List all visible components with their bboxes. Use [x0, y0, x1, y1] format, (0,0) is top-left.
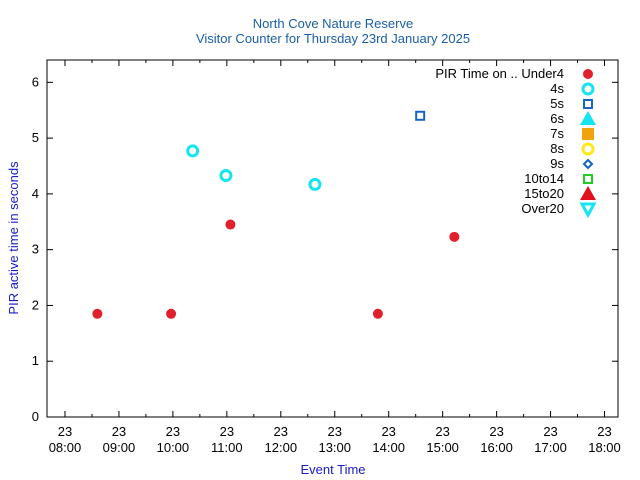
- y-axis-title: PIR active time in seconds: [6, 161, 21, 315]
- data-point: [449, 231, 460, 242]
- chart-title: North Cove Nature Reserve: [253, 16, 413, 31]
- legend-label: 8s: [550, 141, 564, 156]
- y-tick-label: 4: [32, 186, 39, 201]
- x-tick-time-label: 15:00: [426, 440, 459, 455]
- data-point: [219, 168, 233, 182]
- y-tick-label: 1: [32, 353, 39, 368]
- x-tick-time-label: 12:00: [265, 440, 298, 455]
- legend-label: 10to14: [524, 171, 564, 186]
- y-tick-label: 0: [32, 409, 39, 424]
- legend-marker: [580, 186, 596, 200]
- legend-marker: [582, 128, 594, 140]
- legend-label: Over20: [521, 201, 564, 216]
- data-points: [92, 110, 460, 319]
- x-tick-time-label: 10:00: [157, 440, 190, 455]
- legend-marker: [581, 82, 595, 96]
- y-tick-label: 5: [32, 130, 39, 145]
- x-tick-day-label: 23: [381, 424, 395, 439]
- data-point: [415, 110, 426, 121]
- x-tick-day-label: 23: [435, 424, 449, 439]
- data-point: [308, 177, 322, 191]
- data-point: [92, 308, 103, 319]
- legend-marker: [583, 69, 593, 79]
- legend: PIR Time on .. Under44s5s6s7s8s9s10to141…: [435, 66, 597, 219]
- x-tick-time-label: 08:00: [49, 440, 82, 455]
- x-tick-day-label: 23: [220, 424, 234, 439]
- x-tick-day-label: 23: [274, 424, 288, 439]
- x-tick-time-label: 17:00: [534, 440, 567, 455]
- data-point: [372, 308, 383, 319]
- y-axis: 0 1 2 3 4 5 6: [32, 74, 618, 424]
- y-tick-label: 3: [32, 242, 39, 257]
- legend-label: 15to20: [524, 186, 564, 201]
- chart-subtitle: Visitor Counter for Thursday 23rd Januar…: [196, 31, 470, 46]
- legend-marker: [583, 174, 593, 184]
- legend-label: 4s: [550, 81, 564, 96]
- y-tick-label: 6: [32, 74, 39, 89]
- legend-marker: [583, 99, 593, 109]
- data-point: [225, 219, 236, 230]
- x-tick-day-label: 23: [489, 424, 503, 439]
- x-tick-time-label: 11:00: [211, 440, 243, 455]
- x-tick-day-label: 23: [543, 424, 557, 439]
- x-axis: 2308:002309:002310:002311:002312:002313:…: [49, 60, 621, 455]
- legend-label: PIR Time on .. Under4: [435, 66, 564, 81]
- legend-label: 7s: [550, 126, 564, 141]
- x-tick-time-label: 13:00: [318, 440, 351, 455]
- legend-label: 6s: [550, 111, 564, 126]
- data-point: [186, 144, 200, 158]
- x-tick-time-label: 14:00: [372, 440, 405, 455]
- x-tick-day-label: 23: [328, 424, 342, 439]
- legend-label: 5s: [550, 96, 564, 111]
- data-point: [166, 308, 177, 319]
- x-tick-day-label: 23: [166, 424, 180, 439]
- legend-label: 9s: [550, 156, 564, 171]
- x-tick-time-label: 09:00: [103, 440, 136, 455]
- x-axis-title: Event Time: [300, 462, 365, 477]
- legend-marker: [580, 111, 596, 125]
- x-tick-time-label: 18:00: [588, 440, 621, 455]
- y-tick-label: 2: [32, 297, 39, 312]
- x-tick-time-label: 16:00: [480, 440, 513, 455]
- legend-marker: [581, 142, 595, 156]
- x-tick-day-label: 23: [112, 424, 126, 439]
- plot-area-frame: [46, 59, 619, 418]
- x-tick-day-label: 23: [597, 424, 611, 439]
- x-tick-day-label: 23: [58, 424, 72, 439]
- legend-marker: [582, 158, 594, 170]
- legend-marker: [579, 202, 597, 219]
